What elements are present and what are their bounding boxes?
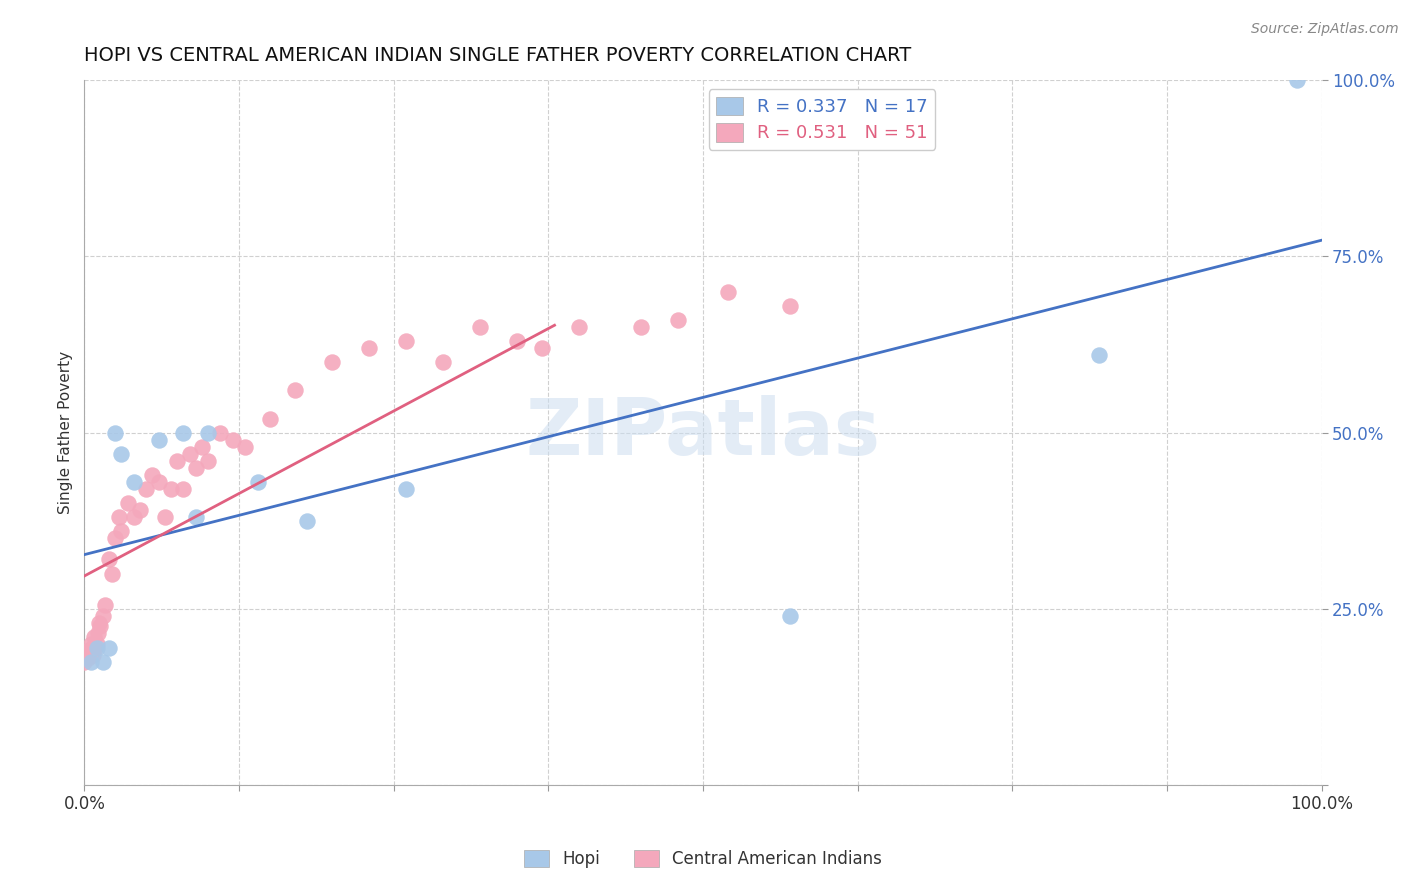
Point xyxy=(148,475,170,489)
Point xyxy=(86,640,108,655)
Point xyxy=(110,524,132,539)
Point xyxy=(73,655,96,669)
Point xyxy=(122,510,145,524)
Point xyxy=(122,475,145,489)
Legend: R = 0.337   N = 17, R = 0.531   N = 51: R = 0.337 N = 17, R = 0.531 N = 51 xyxy=(709,89,935,150)
Point xyxy=(1285,73,1308,87)
Point xyxy=(395,334,418,348)
Legend: Hopi, Central American Indians: Hopi, Central American Indians xyxy=(517,843,889,875)
Point xyxy=(432,355,454,369)
Point xyxy=(395,482,418,496)
Point xyxy=(568,320,591,334)
Point xyxy=(717,285,740,299)
Point xyxy=(779,299,801,313)
Point xyxy=(79,644,101,658)
Point xyxy=(129,503,152,517)
Point xyxy=(295,514,318,528)
Point xyxy=(79,637,101,651)
Point xyxy=(83,630,105,644)
Point xyxy=(98,552,121,566)
Point xyxy=(91,655,114,669)
Point xyxy=(94,599,117,613)
Point xyxy=(104,425,127,440)
Point xyxy=(89,615,111,630)
Point xyxy=(233,440,256,454)
Point xyxy=(141,467,163,482)
Point xyxy=(1088,348,1111,362)
Text: Source: ZipAtlas.com: Source: ZipAtlas.com xyxy=(1251,22,1399,37)
Point xyxy=(179,447,201,461)
Text: ZIPatlas: ZIPatlas xyxy=(526,394,880,471)
Point xyxy=(135,482,157,496)
Point xyxy=(84,640,107,655)
Point xyxy=(82,648,104,662)
Point xyxy=(100,566,122,581)
Point xyxy=(184,510,207,524)
Y-axis label: Single Father Poverty: Single Father Poverty xyxy=(58,351,73,514)
Point xyxy=(246,475,269,489)
Point xyxy=(79,655,101,669)
Point xyxy=(506,334,529,348)
Point xyxy=(172,425,194,440)
Point xyxy=(531,341,554,355)
Point xyxy=(321,355,343,369)
Point xyxy=(80,640,103,655)
Point xyxy=(197,425,219,440)
Point xyxy=(779,608,801,623)
Point xyxy=(91,608,114,623)
Point xyxy=(117,496,139,510)
Point xyxy=(191,440,214,454)
Point xyxy=(86,637,108,651)
Point xyxy=(470,320,492,334)
Point xyxy=(148,433,170,447)
Point xyxy=(184,460,207,475)
Point xyxy=(666,313,689,327)
Point xyxy=(89,619,111,633)
Point xyxy=(110,447,132,461)
Point xyxy=(98,640,121,655)
Point xyxy=(172,482,194,496)
Point xyxy=(259,411,281,425)
Point xyxy=(284,384,307,398)
Point xyxy=(153,510,176,524)
Point xyxy=(76,644,98,658)
Point xyxy=(209,425,232,440)
Point xyxy=(166,454,188,468)
Point xyxy=(357,341,380,355)
Point xyxy=(222,433,245,447)
Point xyxy=(104,532,127,546)
Point xyxy=(197,454,219,468)
Point xyxy=(77,651,100,665)
Text: HOPI VS CENTRAL AMERICAN INDIAN SINGLE FATHER POVERTY CORRELATION CHART: HOPI VS CENTRAL AMERICAN INDIAN SINGLE F… xyxy=(84,45,911,65)
Point xyxy=(87,626,110,640)
Point xyxy=(630,320,652,334)
Point xyxy=(160,482,183,496)
Point xyxy=(108,510,131,524)
